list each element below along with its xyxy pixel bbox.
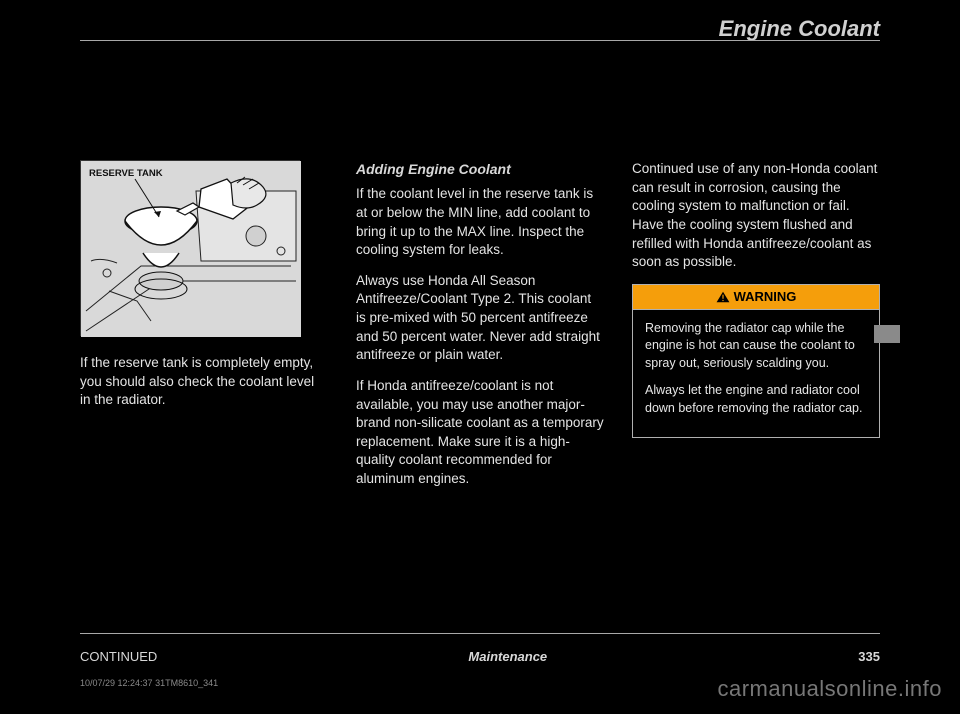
columns: RESERVE TANK bbox=[80, 60, 880, 624]
watermark: carmanualsonline.info bbox=[717, 676, 942, 702]
header-rule bbox=[80, 40, 880, 41]
warning-head: WARNING bbox=[633, 285, 879, 310]
col3-p1: Continued use of any non-Honda coolant c… bbox=[632, 160, 880, 272]
illustration-reserve-tank: RESERVE TANK bbox=[80, 160, 300, 336]
warning-box: WARNING Removing the radiator cap while … bbox=[632, 284, 880, 438]
footer-rule bbox=[80, 633, 880, 634]
col2-p2: Always use Honda All Season Antifreeze/C… bbox=[356, 272, 604, 365]
warning-p2: Always let the engine and radiator cool … bbox=[645, 382, 867, 417]
side-tab bbox=[874, 325, 900, 343]
warning-p1: Removing the radiator cap while the engi… bbox=[645, 320, 867, 373]
warning-body: Removing the radiator cap while the engi… bbox=[633, 310, 879, 438]
section-title: Engine Coolant bbox=[719, 16, 880, 42]
footer-group: Maintenance bbox=[468, 649, 547, 664]
page-footer: CONTINUED Maintenance 335 bbox=[80, 649, 880, 664]
page-header: Engine Coolant bbox=[0, 10, 960, 40]
warning-head-text: WARNING bbox=[734, 288, 797, 306]
col1-p1: If the reserve tank is completely empty,… bbox=[80, 354, 328, 410]
illustration-label: RESERVE TANK bbox=[89, 167, 163, 180]
warning-triangle-icon bbox=[716, 291, 730, 303]
footer-page-number: 335 bbox=[858, 649, 880, 664]
footer-continued: CONTINUED bbox=[80, 649, 157, 664]
column-2: Adding Engine Coolant If the coolant lev… bbox=[356, 60, 604, 624]
doc-code: 10/07/29 12:24:37 31TM8610_341 bbox=[80, 678, 218, 688]
reserve-tank-drawing bbox=[81, 161, 301, 337]
col2-subhead: Adding Engine Coolant bbox=[356, 160, 604, 179]
page-root: Engine Coolant RESERVE TANK bbox=[0, 0, 960, 714]
column-1: RESERVE TANK bbox=[80, 60, 328, 624]
column-3: Continued use of any non-Honda coolant c… bbox=[632, 60, 880, 624]
col2-p1: If the coolant level in the reserve tank… bbox=[356, 185, 604, 260]
col2-p3: If Honda antifreeze/coolant is not avail… bbox=[356, 377, 604, 489]
